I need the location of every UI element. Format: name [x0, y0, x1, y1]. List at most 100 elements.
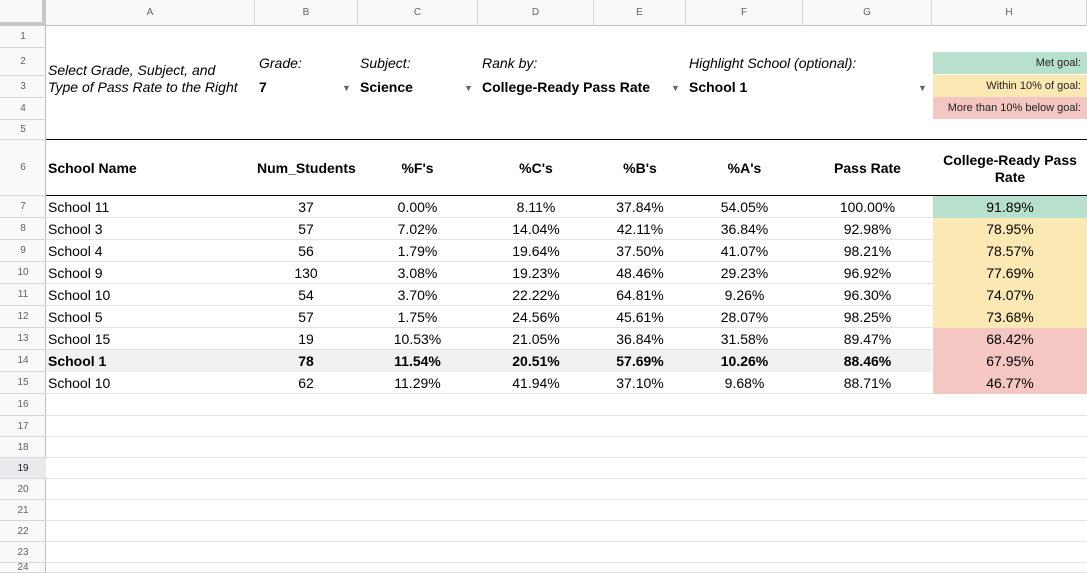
pass-rate-cell[interactable]: 96.30%	[843, 287, 892, 303]
pct-a-cell[interactable]: 54.05%	[720, 199, 769, 215]
pct-c-cell[interactable]: 20.51%	[512, 353, 560, 369]
pct-f-cell[interactable]: 11.54%	[394, 353, 441, 369]
pct-b-cell[interactable]: 45.61%	[616, 309, 664, 325]
row-header-5[interactable]: 5	[0, 120, 46, 140]
pct-a-cell[interactable]: 28.07%	[720, 309, 769, 325]
highlight-dropdown-arrow-icon[interactable]: ▼	[918, 83, 927, 93]
school-name-cell[interactable]: School 10	[48, 375, 111, 391]
college-ready-pass-rate-cell[interactable]: 91.89%	[933, 196, 1087, 218]
pct-a-cell[interactable]: 31.58%	[720, 331, 769, 347]
pct-c-cell[interactable]: 41.94%	[512, 375, 560, 391]
num-students-cell[interactable]: 54	[298, 287, 314, 303]
num-students-cell[interactable]: 78	[298, 353, 314, 369]
pct-f-cell[interactable]: 1.75%	[397, 309, 438, 325]
row-header-23[interactable]: 23	[0, 542, 46, 563]
column-header-d[interactable]: D	[478, 0, 594, 26]
pct-a-cell[interactable]: 10.26%	[720, 353, 769, 369]
num-students-cell[interactable]: 19	[298, 331, 314, 347]
pct-c-cell[interactable]: 8.11%	[516, 199, 556, 215]
num-students-cell[interactable]: 37	[298, 199, 314, 215]
pass-rate-cell[interactable]: 98.21%	[843, 243, 892, 259]
pct-b-cell[interactable]: 37.84%	[616, 199, 664, 215]
school-name-cell[interactable]: School 1	[48, 353, 107, 369]
pct-b-cell[interactable]: 37.50%	[616, 243, 664, 259]
pass-rate-cell[interactable]: 89.47%	[843, 331, 892, 347]
row-header-13[interactable]: 13	[0, 328, 46, 350]
grade-dropdown-arrow-icon[interactable]: ▼	[342, 83, 351, 93]
college-ready-pass-rate-cell[interactable]: 74.07%	[933, 284, 1087, 306]
school-name-cell[interactable]: School 11	[48, 199, 110, 215]
num-students-cell[interactable]: 56	[298, 243, 314, 259]
row-header-21[interactable]: 21	[0, 500, 46, 521]
pass-rate-cell[interactable]: 92.98%	[843, 221, 892, 237]
row-header-7[interactable]: 7	[0, 196, 46, 218]
pct-a-cell[interactable]: 9.68%	[724, 375, 765, 391]
pct-f-cell[interactable]: 1.79%	[397, 243, 438, 259]
pct-c-cell[interactable]: 22.22%	[512, 287, 560, 303]
pass-rate-cell[interactable]: 96.92%	[843, 265, 892, 281]
subject-dropdown-arrow-icon[interactable]: ▼	[464, 83, 473, 93]
row-header-9[interactable]: 9	[0, 240, 46, 262]
row-header-6[interactable]: 6	[0, 140, 46, 196]
row-header-3[interactable]: 3	[0, 76, 46, 98]
rank-dropdown-arrow-icon[interactable]: ▼	[671, 83, 680, 93]
row-header-4[interactable]: 4	[0, 98, 46, 120]
num-students-cell[interactable]: 57	[298, 309, 314, 325]
pct-c-cell[interactable]: 24.56%	[512, 309, 560, 325]
pct-a-cell[interactable]: 36.84%	[720, 221, 769, 237]
school-name-cell[interactable]: School 10	[48, 287, 111, 303]
highlight-dropdown[interactable]: School 1	[689, 79, 929, 95]
pass-rate-cell[interactable]: 88.46%	[843, 353, 892, 369]
rank-dropdown[interactable]: College-Ready Pass Rate	[482, 79, 682, 95]
row-header-10[interactable]: 10	[0, 262, 46, 284]
school-name-cell[interactable]: School 15	[48, 331, 111, 347]
row-header-17[interactable]: 17	[0, 416, 46, 437]
pct-c-cell[interactable]: 19.23%	[512, 265, 560, 281]
pct-b-cell[interactable]: 64.81%	[616, 287, 664, 303]
college-ready-pass-rate-cell[interactable]: 68.42%	[933, 328, 1087, 350]
college-ready-pass-rate-cell[interactable]: 46.77%	[933, 372, 1087, 394]
row-header-1[interactable]: 1	[0, 26, 46, 48]
school-name-cell[interactable]: School 5	[48, 309, 103, 325]
row-header-16[interactable]: 16	[0, 394, 46, 416]
pct-f-cell[interactable]: 10.53%	[393, 331, 442, 347]
pass-rate-cell[interactable]: 100.00%	[839, 199, 896, 215]
column-header-c[interactable]: C	[358, 0, 478, 26]
row-header-15[interactable]: 15	[0, 372, 46, 394]
column-header-h[interactable]: H	[932, 0, 1087, 26]
pct-f-cell[interactable]: 3.08%	[397, 265, 438, 281]
column-header-b[interactable]: B	[255, 0, 358, 26]
num-students-cell[interactable]: 62	[298, 375, 314, 391]
pct-a-cell[interactable]: 29.23%	[720, 265, 769, 281]
college-ready-pass-rate-cell[interactable]: 78.57%	[933, 240, 1087, 262]
grade-dropdown[interactable]: 7	[259, 79, 351, 95]
row-header-12[interactable]: 12	[0, 306, 46, 328]
pct-c-cell[interactable]: 21.05%	[512, 331, 560, 347]
row-header-20[interactable]: 20	[0, 479, 46, 500]
school-name-cell[interactable]: School 4	[48, 243, 103, 259]
column-header-g[interactable]: G	[803, 0, 932, 26]
row-header-22[interactable]: 22	[0, 521, 46, 542]
row-header-19[interactable]: 19	[0, 458, 46, 479]
select-all-corner[interactable]	[0, 0, 46, 26]
school-name-cell[interactable]: School 9	[48, 265, 103, 281]
pct-f-cell[interactable]: 11.29%	[394, 375, 441, 391]
subject-dropdown[interactable]: Science	[360, 79, 475, 95]
pct-b-cell[interactable]: 57.69%	[616, 353, 664, 369]
pct-b-cell[interactable]: 48.46%	[616, 265, 664, 281]
column-header-e[interactable]: E	[594, 0, 686, 26]
column-header-f[interactable]: F	[686, 0, 803, 26]
college-ready-pass-rate-cell[interactable]: 67.95%	[933, 350, 1087, 372]
row-header-2[interactable]: 2	[0, 48, 46, 76]
row-header-8[interactable]: 8	[0, 218, 46, 240]
row-header-11[interactable]: 11	[0, 284, 46, 306]
num-students-cell[interactable]: 57	[298, 221, 314, 237]
pass-rate-cell[interactable]: 98.25%	[843, 309, 892, 325]
pass-rate-cell[interactable]: 88.71%	[843, 375, 892, 391]
column-header-a[interactable]: A	[46, 0, 255, 26]
pct-f-cell[interactable]: 7.02%	[397, 221, 438, 237]
row-header-14[interactable]: 14	[0, 350, 46, 372]
pct-b-cell[interactable]: 36.84%	[616, 331, 664, 347]
college-ready-pass-rate-cell[interactable]: 78.95%	[933, 218, 1087, 240]
pct-b-cell[interactable]: 37.10%	[616, 375, 664, 391]
